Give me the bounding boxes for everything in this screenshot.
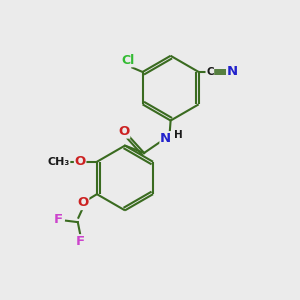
- Text: O: O: [74, 155, 86, 168]
- Text: CH₃: CH₃: [47, 157, 70, 167]
- Text: N: N: [227, 65, 238, 79]
- Text: O: O: [118, 125, 130, 138]
- Text: N: N: [160, 132, 171, 145]
- Text: F: F: [76, 235, 85, 248]
- Text: H: H: [174, 130, 182, 140]
- Text: Cl: Cl: [121, 54, 134, 67]
- Text: C: C: [206, 67, 214, 77]
- Text: F: F: [54, 213, 63, 226]
- Text: O: O: [77, 196, 89, 209]
